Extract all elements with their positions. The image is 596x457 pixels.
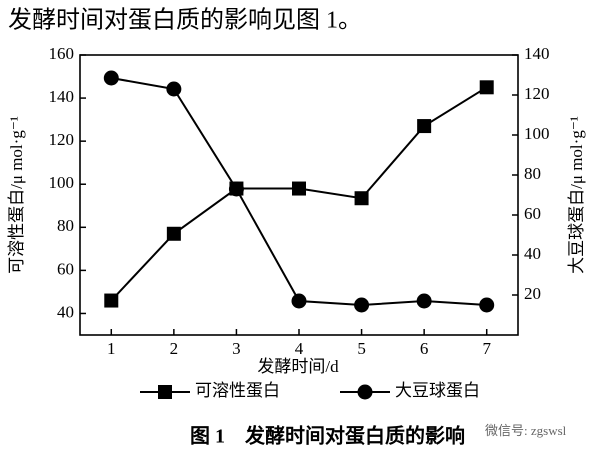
x-tick-label: 4 [295,339,304,358]
point [479,80,494,95]
y-tick-label: 60 [57,259,74,278]
x-tick-label: 1 [107,339,116,358]
watermark: 微信号: zgswsl [485,423,567,438]
point [166,226,181,241]
y2-tick-label: 40 [524,244,541,263]
y2-axis-label: 大豆球蛋白/μ mol·g⁻¹ [567,116,586,274]
point [417,119,432,134]
legend-marker [158,385,172,399]
point [228,181,244,197]
y2-tick-label: 60 [524,204,541,223]
y-tick-label: 120 [49,130,75,149]
y2-tick-label: 20 [524,284,541,303]
legend-label: 可溶性蛋白 [195,381,280,400]
point [416,293,432,309]
point [292,181,306,196]
intro-text: 发酵时间对蛋白质的影响见图 1。 [8,7,362,34]
y-tick-label: 100 [49,173,75,192]
y2-tick-label: 80 [524,164,541,183]
x-tick-label: 7 [482,339,491,358]
y-tick-label: 40 [57,302,74,321]
x-tick-label: 5 [357,339,366,358]
y-tick-label: 80 [57,216,74,235]
x-tick-label: 6 [420,339,429,358]
y-tick-label: 140 [49,87,75,106]
point [479,297,495,313]
y-tick-label: 160 [49,44,75,63]
point [166,81,182,97]
point [354,297,370,313]
point [354,191,369,206]
point [291,293,307,309]
point [104,293,119,308]
x-axis-label: 发酵时间/d [257,357,339,376]
legend-label: 大豆球蛋白 [395,381,480,400]
y2-tick-label: 100 [524,124,550,143]
y-axis-label: 可溶性蛋白/μ mol·g⁻¹ [7,116,26,274]
caption: 图 1 发酵时间对蛋白质的影响 [190,424,465,448]
x-tick-label: 2 [170,339,179,358]
point [103,70,119,86]
y2-tick-label: 120 [524,84,550,103]
y2-tick-label: 140 [524,44,550,63]
x-tick-label: 3 [232,339,241,358]
legend-marker [357,384,373,400]
